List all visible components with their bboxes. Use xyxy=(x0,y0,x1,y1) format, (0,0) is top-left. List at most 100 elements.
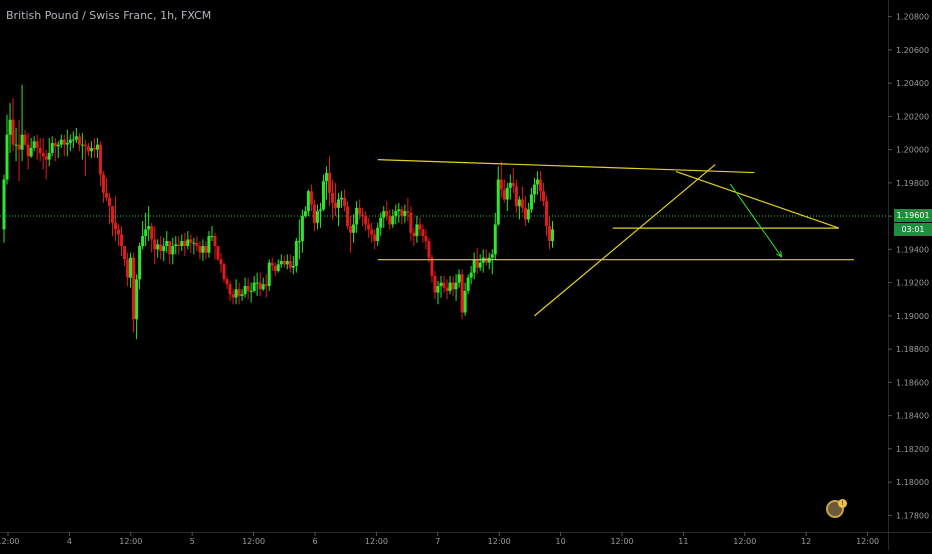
candle-body xyxy=(517,199,521,207)
y-tick-label: 1.17800 xyxy=(896,511,929,520)
candle-body xyxy=(442,282,446,288)
candle-body xyxy=(110,206,114,223)
candle-body xyxy=(511,182,515,187)
candle-body xyxy=(469,272,473,278)
x-tick-label: 10 xyxy=(556,537,566,546)
candle-body xyxy=(41,152,45,157)
candle-body xyxy=(264,284,268,286)
notification-badge-icon[interactable]: ! xyxy=(838,499,847,508)
candle-body xyxy=(409,212,413,233)
candle-body xyxy=(376,227,380,242)
candle-body xyxy=(436,285,440,293)
trendline xyxy=(675,171,840,229)
candle-body xyxy=(207,236,211,253)
candle-body xyxy=(114,222,118,230)
candle-body xyxy=(14,144,18,146)
candle-body xyxy=(117,229,121,235)
candle-body xyxy=(56,144,60,147)
candle-body xyxy=(385,211,389,217)
candle-body xyxy=(297,241,301,243)
trendline xyxy=(534,164,716,317)
candle-body xyxy=(318,209,322,212)
candle-body xyxy=(544,201,548,227)
candle-body xyxy=(162,246,166,252)
candle-body xyxy=(62,139,66,145)
candle-body xyxy=(337,199,341,208)
candle-body xyxy=(129,257,133,278)
current-price-tag: 1.19601 xyxy=(894,209,932,223)
candle-body xyxy=(180,241,184,247)
candle-body xyxy=(159,244,163,252)
candle-body xyxy=(433,275,437,293)
candle-body xyxy=(505,187,509,200)
y-tick-label: 1.20200 xyxy=(896,112,929,121)
candle-body xyxy=(300,216,304,242)
candle-body xyxy=(397,209,401,212)
candle-body xyxy=(529,194,533,210)
candle-body xyxy=(44,156,48,160)
x-tick-label: 12:00 xyxy=(856,537,879,546)
candle-body xyxy=(71,139,75,141)
candle-body xyxy=(144,229,148,237)
candle-body xyxy=(222,264,226,280)
candle-body xyxy=(472,259,476,273)
candle-body xyxy=(267,262,271,286)
candle-body xyxy=(475,259,479,268)
candle-body xyxy=(174,244,178,247)
candle-body xyxy=(29,147,33,157)
candle-body xyxy=(192,242,196,244)
candle-body xyxy=(303,211,307,217)
candle-body xyxy=(101,174,105,193)
candle-body xyxy=(138,246,142,280)
candle-body xyxy=(98,144,102,175)
candle-body xyxy=(198,246,202,253)
candle-body xyxy=(65,142,69,145)
candle-body xyxy=(89,147,93,152)
candle-body xyxy=(334,202,338,208)
candle-body xyxy=(2,179,6,230)
projection-arrow-head xyxy=(776,250,783,258)
candle-body xyxy=(457,274,461,283)
candle-body xyxy=(463,290,467,313)
candle-body xyxy=(5,134,9,180)
candle-body xyxy=(361,214,365,217)
candle-body xyxy=(306,191,310,212)
y-tick-label: 1.19000 xyxy=(896,312,929,321)
candle-body xyxy=(466,277,470,291)
y-tick-label: 1.19400 xyxy=(896,245,929,254)
candle-body xyxy=(478,262,482,268)
candle-body xyxy=(415,224,419,237)
y-tick-label: 1.19800 xyxy=(896,179,929,188)
candle-body xyxy=(493,224,497,255)
candle-body xyxy=(291,266,295,268)
candle-body xyxy=(8,119,12,135)
candle-body xyxy=(210,236,214,238)
candle-body xyxy=(312,204,316,223)
candle-body xyxy=(35,141,39,148)
candle-body xyxy=(327,172,331,193)
candle-body xyxy=(246,285,250,291)
candle-body xyxy=(95,144,99,150)
candle-body xyxy=(343,197,347,207)
projection-arrow-line xyxy=(729,183,782,258)
candle-body xyxy=(132,257,136,320)
candle-body xyxy=(126,259,130,278)
candle-body xyxy=(20,134,24,150)
candle-body xyxy=(153,239,157,250)
candle-body xyxy=(86,146,90,152)
candle-body xyxy=(547,226,551,242)
candle-body xyxy=(195,242,199,247)
candle-body xyxy=(388,216,392,225)
candle-body xyxy=(502,189,506,200)
x-tick-label: 12 xyxy=(801,537,811,546)
candle-body xyxy=(454,282,458,290)
bar-countdown-tag: 03:01 xyxy=(894,222,932,236)
candle-body xyxy=(171,246,175,255)
candle-body xyxy=(135,279,139,320)
candle-body xyxy=(38,147,42,153)
candle-body xyxy=(551,229,555,242)
y-tick-label: 1.18600 xyxy=(896,378,929,387)
candle-body xyxy=(526,209,530,220)
